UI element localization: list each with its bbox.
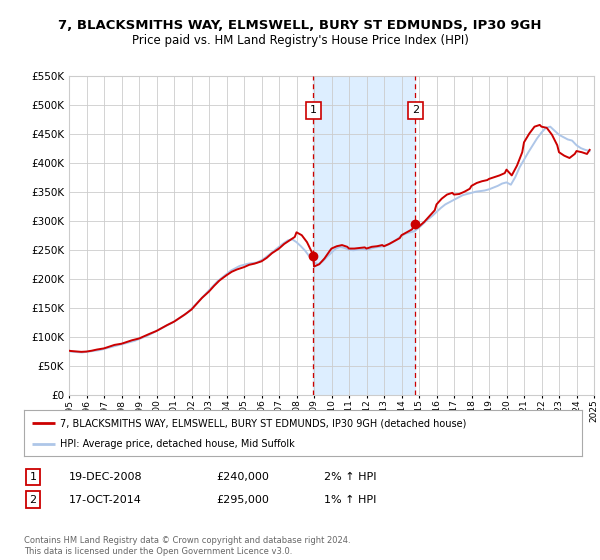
Text: 1% ↑ HPI: 1% ↑ HPI: [324, 494, 376, 505]
Text: 19-DEC-2008: 19-DEC-2008: [69, 472, 143, 482]
Text: £295,000: £295,000: [216, 494, 269, 505]
Text: 7, BLACKSMITHS WAY, ELMSWELL, BURY ST EDMUNDS, IP30 9GH: 7, BLACKSMITHS WAY, ELMSWELL, BURY ST ED…: [58, 18, 542, 32]
Text: £240,000: £240,000: [216, 472, 269, 482]
Text: 2% ↑ HPI: 2% ↑ HPI: [324, 472, 377, 482]
Text: 1: 1: [310, 105, 317, 115]
Text: 17-OCT-2014: 17-OCT-2014: [69, 494, 142, 505]
Text: 2: 2: [29, 494, 37, 505]
Text: Price paid vs. HM Land Registry's House Price Index (HPI): Price paid vs. HM Land Registry's House …: [131, 34, 469, 47]
Text: 1: 1: [29, 472, 37, 482]
Text: Contains HM Land Registry data © Crown copyright and database right 2024.
This d: Contains HM Land Registry data © Crown c…: [24, 536, 350, 556]
Text: 2: 2: [412, 105, 419, 115]
Text: HPI: Average price, detached house, Mid Suffolk: HPI: Average price, detached house, Mid …: [60, 440, 295, 450]
Bar: [313, 76, 415, 395]
Text: 7, BLACKSMITHS WAY, ELMSWELL, BURY ST EDMUNDS, IP30 9GH (detached house): 7, BLACKSMITHS WAY, ELMSWELL, BURY ST ED…: [60, 418, 467, 428]
